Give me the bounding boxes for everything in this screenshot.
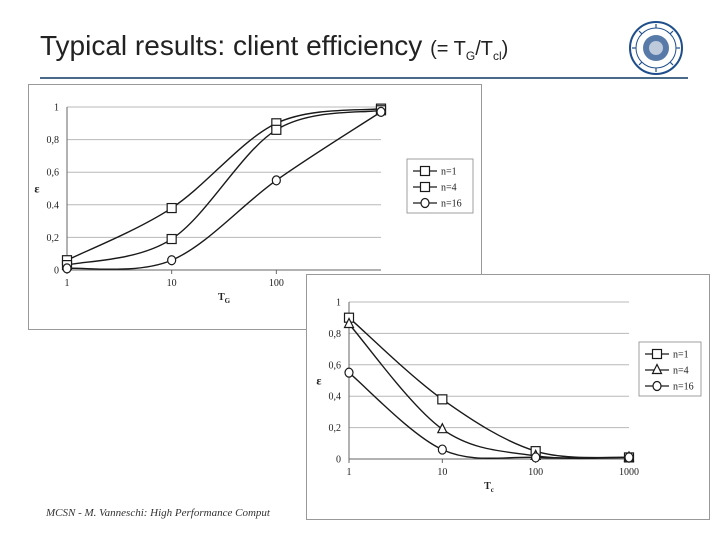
x-tick-label: 1000 [619, 467, 639, 478]
series-n=4 [61, 105, 387, 271]
legend-box [638, 341, 702, 397]
legend-box [406, 158, 474, 214]
series-line [66, 109, 382, 266]
data-point [62, 263, 72, 274]
x-tick-label: 100 [269, 278, 284, 289]
data-point [531, 452, 541, 463]
data-point [624, 452, 634, 463]
series-line [348, 372, 630, 460]
legend-marker [419, 165, 431, 177]
series-n=16 [344, 367, 634, 463]
x-tick-label: 1 [65, 278, 70, 289]
title-main: Typical results: client efficiency [40, 30, 423, 61]
footer-text: MCSN - M. Vanneschi: High Performance Co… [46, 507, 270, 519]
series-line [348, 323, 630, 460]
data-point [271, 175, 281, 186]
client-efficiency-vs-tc-chart: 0 0,2 0,4 0,6 0,8 1 1 10 100 1000 Tc ε n=1 n=4 n=16 [306, 274, 710, 520]
legend-marker [420, 197, 430, 209]
x-axis-label: TG [218, 292, 231, 305]
y-tick-label: 0 [336, 455, 341, 466]
data-point [343, 317, 355, 329]
legend: n=1 n=4 n=16 [406, 158, 474, 214]
chart-1-plot: 0 0,2 0.4 0,6 0,8 1 1 10 100 TG ε n=1 n=4 n=16 [34, 103, 474, 305]
legend-marker [651, 363, 663, 375]
y-tick-label: 0,6 [47, 168, 60, 179]
x-tick-label: 100 [528, 467, 543, 478]
slide-title: Typical results: client efficiency (= TG… [40, 30, 508, 63]
legend-marker [652, 380, 662, 392]
legend-label: n=1 [441, 167, 457, 178]
series-line [66, 111, 382, 270]
data-point [344, 367, 354, 378]
title-formula: (= TG/Tcl) [430, 38, 509, 63]
data-point [167, 255, 177, 266]
x-axis-label: Tc [484, 481, 494, 494]
x-tick-label: 1 [347, 467, 352, 478]
legend-label: n=16 [441, 199, 462, 210]
chart-1-grid [67, 106, 381, 271]
data-point [271, 124, 282, 135]
y-tick-label: 0,8 [329, 329, 342, 340]
legend-label: n=16 [673, 382, 694, 393]
y-tick-label: 0,4 [329, 392, 342, 403]
legend-label: n=4 [673, 366, 689, 377]
series-n=4 [343, 317, 635, 462]
legend-marker [651, 348, 663, 360]
y-tick-label: 0,6 [329, 360, 342, 371]
legend-label: n=1 [673, 350, 689, 361]
data-point [437, 444, 447, 455]
legend: n=1 n=4 n=16 [638, 341, 702, 397]
y-tick-label: 1 [336, 298, 341, 309]
y-tick-label: 0.4 [47, 200, 60, 211]
data-point [166, 233, 177, 245]
series-n=1 [343, 312, 635, 463]
university-seal-logo [629, 21, 683, 75]
y-tick-label: 0,8 [47, 135, 60, 146]
chart-2-plot: 0 0,2 0,4 0,6 0,8 1 1 10 100 1000 Tc ε n=1 n=4 n=16 [316, 298, 702, 494]
x-tick-label: 10 [437, 467, 447, 478]
series-line [66, 107, 382, 261]
data-point [437, 394, 448, 405]
chart-2-grid [349, 301, 629, 460]
title-rule [40, 77, 688, 79]
series-line [348, 317, 630, 459]
data-point [376, 106, 386, 117]
y-tick-label: 0 [54, 266, 59, 277]
legend-marker [419, 181, 431, 193]
data-point [436, 422, 448, 434]
y-axis-label: ε [34, 182, 39, 196]
y-tick-label: 1 [54, 103, 59, 114]
y-tick-label: 0,2 [329, 423, 342, 434]
y-axis-label: ε [316, 374, 321, 388]
x-tick-label: 10 [167, 278, 177, 289]
data-point [166, 202, 177, 214]
legend-label: n=4 [441, 183, 457, 194]
y-tick-label: 0,2 [47, 233, 60, 244]
series-n=16 [62, 106, 386, 274]
